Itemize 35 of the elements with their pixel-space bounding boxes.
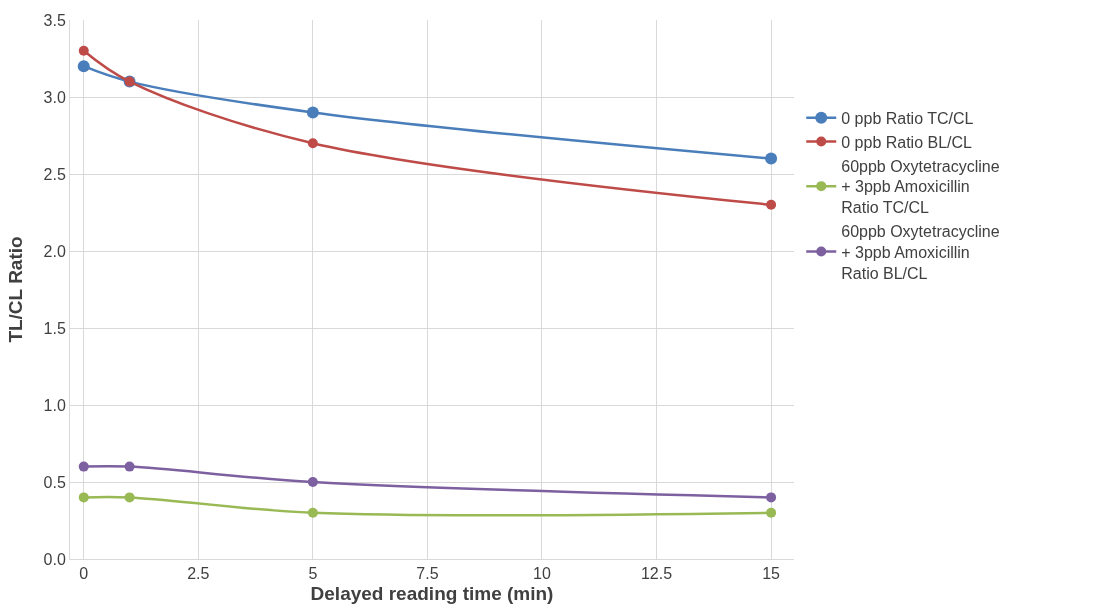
legend-label: 0 ppb Ratio BL/CL xyxy=(841,133,973,151)
legend-label: 60ppb Oxytetracycline + 3ppb Amoxicillin Ratio BL/CL xyxy=(841,222,1000,282)
point xyxy=(307,477,318,487)
legend-label: 0 ppb Ratio TC/CL xyxy=(841,109,974,127)
point xyxy=(124,492,135,503)
x-tick-label: 0 xyxy=(79,565,89,583)
x-tick-label: 5 xyxy=(308,565,318,583)
y-tick-label: 1.0 xyxy=(43,396,66,414)
x-tick-label: 7.5 xyxy=(416,565,439,583)
y-tick-label: 2.5 xyxy=(43,165,66,183)
y-tick-label: 2.0 xyxy=(43,242,66,260)
point xyxy=(78,492,89,503)
point xyxy=(766,199,777,210)
x-tick-label: 2.5 xyxy=(187,565,210,583)
y-axis-title: TL/CL Ratio xyxy=(5,236,27,343)
legend-label: 60ppb Oxytetracycline + 3ppb Amoxicillin Ratio TC/CL xyxy=(841,157,1000,217)
x-tick-label: 12.5 xyxy=(640,565,673,583)
point xyxy=(307,507,318,518)
point xyxy=(765,152,778,165)
y-tick-label: 3.5 xyxy=(43,11,66,29)
point xyxy=(766,492,777,503)
point xyxy=(307,138,318,149)
x-tick-label: 15 xyxy=(762,565,781,583)
y-tick-label: 1.5 xyxy=(43,319,66,337)
y-tick-label: 0.0 xyxy=(43,550,66,568)
point xyxy=(124,461,135,472)
point xyxy=(78,45,89,56)
point xyxy=(306,106,319,119)
point xyxy=(766,507,777,518)
y-tick-label: 3.0 xyxy=(43,88,66,106)
point xyxy=(78,461,89,472)
x-tick-label: 10 xyxy=(533,565,551,583)
y-tick-label: 0.5 xyxy=(43,473,66,491)
x-axis-title: Delayed reading time (min) xyxy=(310,583,554,604)
point xyxy=(77,60,90,73)
